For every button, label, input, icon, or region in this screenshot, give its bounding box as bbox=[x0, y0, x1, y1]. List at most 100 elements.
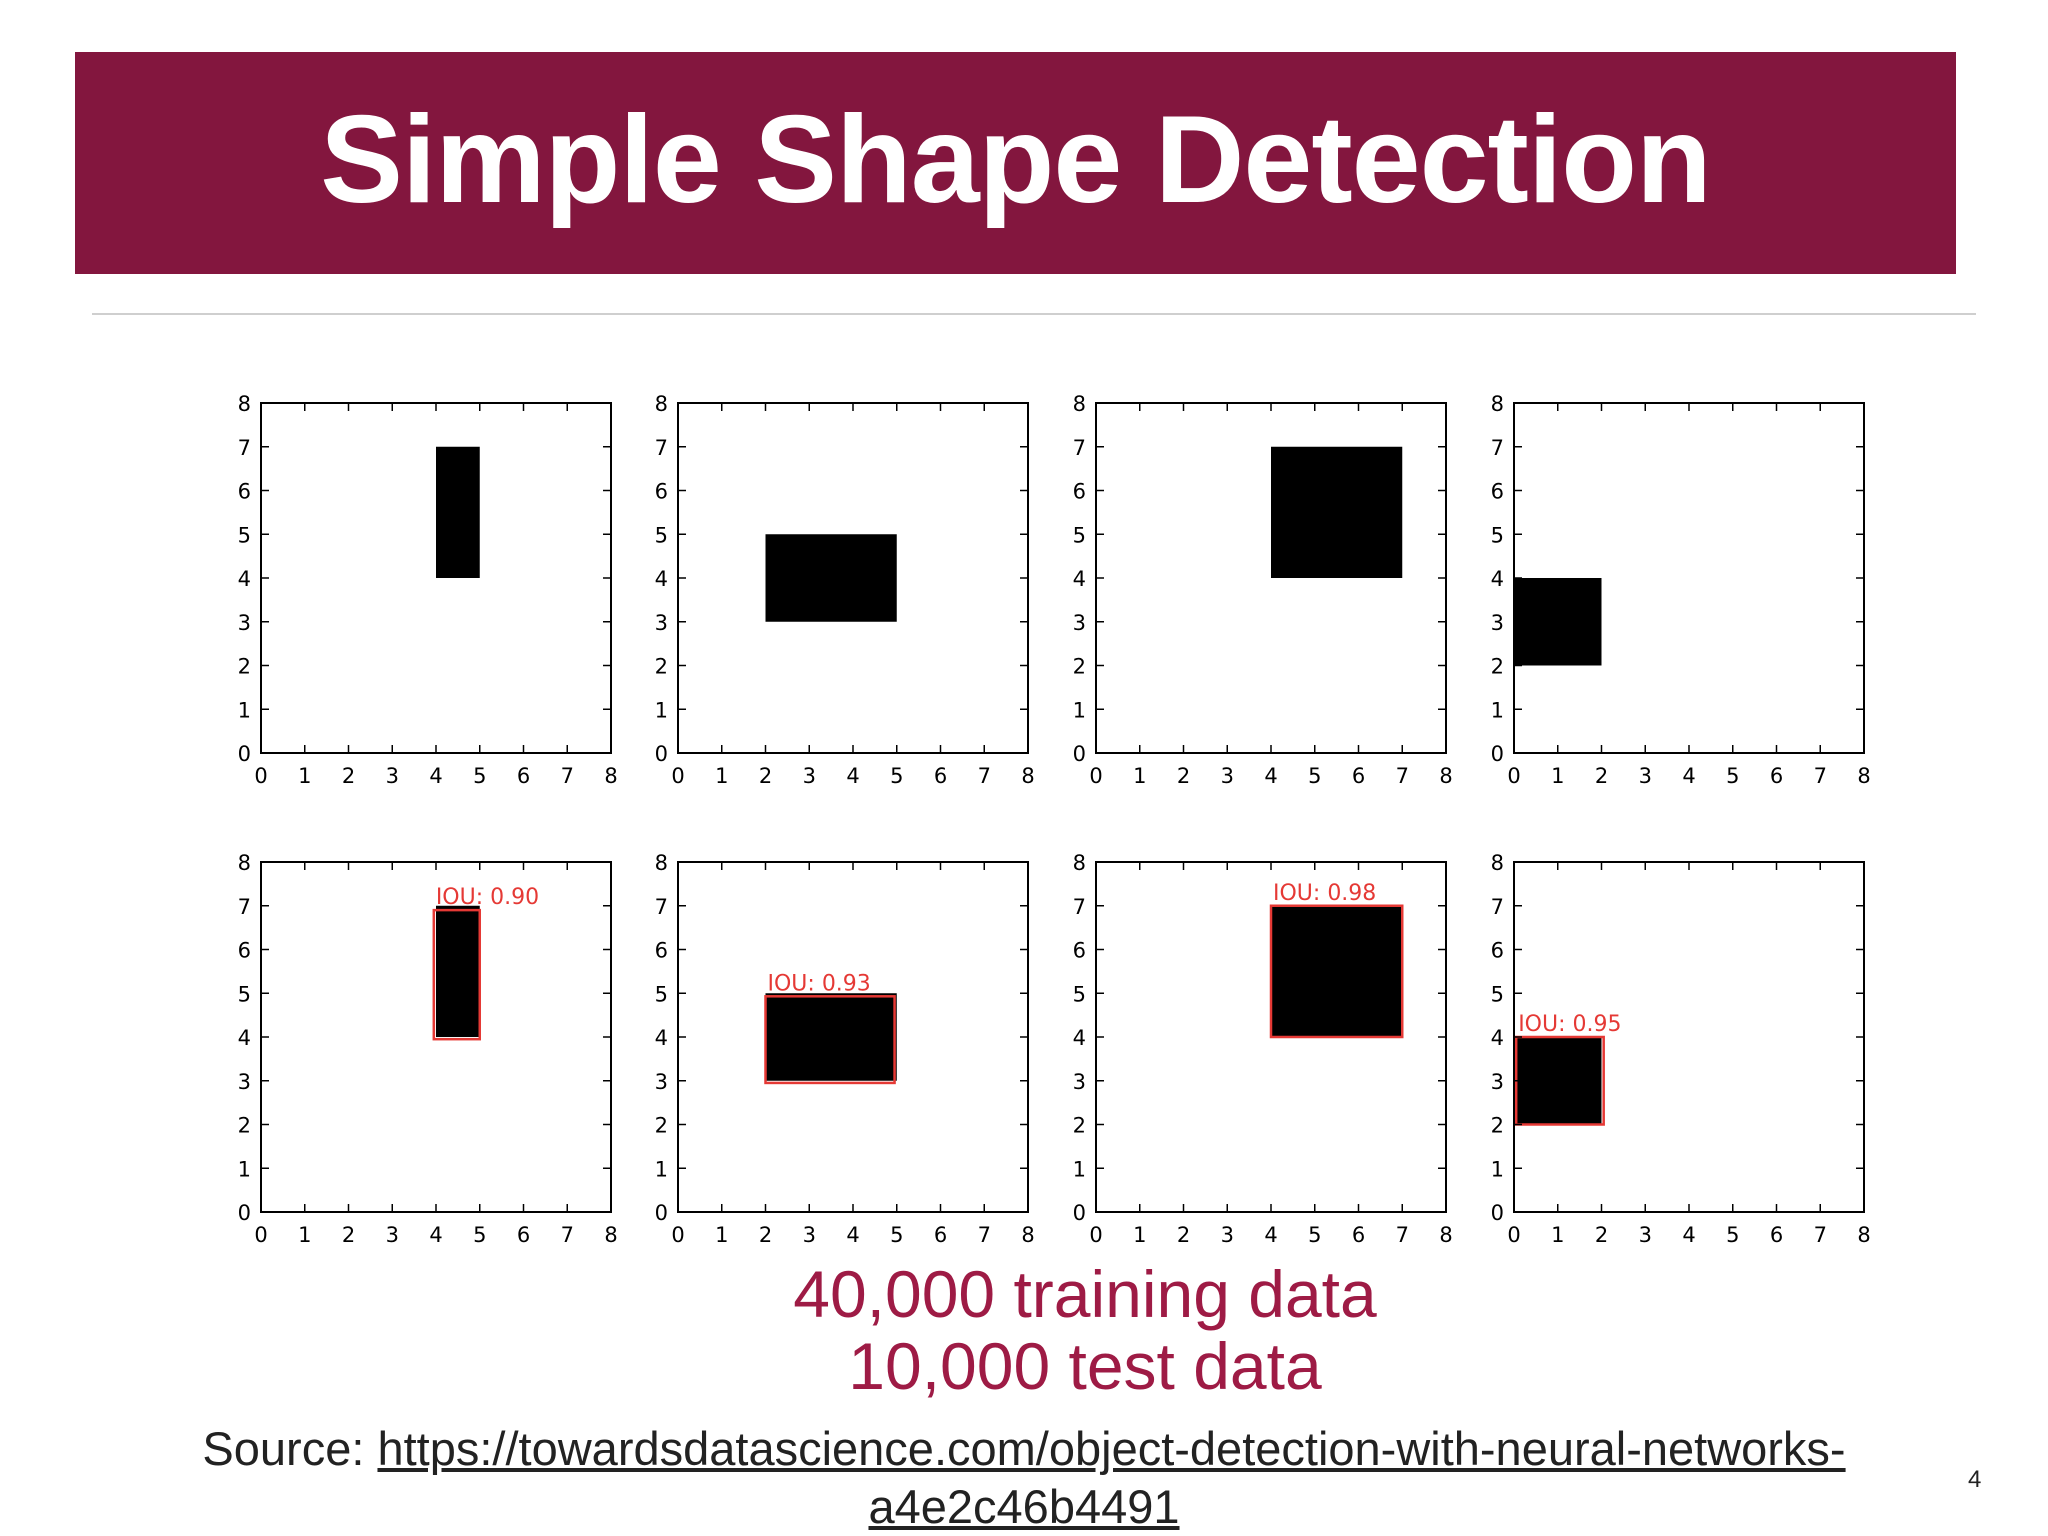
y-tick-label: 8 bbox=[1073, 851, 1086, 875]
x-tick-label: 5 bbox=[1308, 764, 1321, 788]
source-label: Source: bbox=[202, 1422, 378, 1475]
x-tick-label: 8 bbox=[1021, 1223, 1034, 1247]
y-tick-label: 7 bbox=[1073, 895, 1086, 919]
y-tick-label: 1 bbox=[655, 698, 668, 722]
y-tick-label: 4 bbox=[655, 1026, 668, 1050]
y-tick-label: 6 bbox=[238, 939, 251, 963]
y-tick-label: 4 bbox=[1491, 1026, 1504, 1050]
y-tick-label: 6 bbox=[1073, 939, 1086, 963]
y-tick-label: 2 bbox=[238, 1114, 251, 1138]
y-tick-label: 2 bbox=[655, 1114, 668, 1138]
title-divider bbox=[92, 313, 1976, 315]
y-tick-label: 6 bbox=[655, 480, 668, 504]
x-tick-label: 8 bbox=[1021, 764, 1034, 788]
x-tick-label: 2 bbox=[342, 764, 355, 788]
predicted-bbox bbox=[764, 995, 896, 1085]
plot-bottom-4: IOU: 0.95 00 1 1 2 2 3 3 4 4 5 5 6 6 7 7 8 8 bbox=[1491, 851, 1871, 1247]
y-tick-label: 0 bbox=[1073, 1201, 1086, 1225]
x-tick-label: 5 bbox=[890, 764, 903, 788]
plot-bottom-1: IOU: 0.90 00 1 1 2 2 3 3 4 4 5 5 6 6 7 7 8 8 bbox=[238, 851, 618, 1247]
x-tick-label: 2 bbox=[1595, 1223, 1608, 1247]
x-tick-label: 6 bbox=[1770, 1223, 1783, 1247]
y-tick-label: 8 bbox=[238, 392, 251, 416]
x-tick-label: 5 bbox=[1726, 764, 1739, 788]
y-tick-label: 5 bbox=[1073, 523, 1086, 547]
y-tick-label: 3 bbox=[238, 1070, 251, 1094]
y-tick-label: 2 bbox=[238, 655, 251, 679]
x-tick-label: 1 bbox=[715, 764, 728, 788]
y-tick-label: 4 bbox=[1491, 567, 1504, 591]
y-tick-label: 5 bbox=[655, 982, 668, 1006]
y-tick-label: 0 bbox=[1491, 742, 1504, 766]
shape-rectangle bbox=[765, 534, 897, 622]
y-tick-label: 0 bbox=[238, 1201, 251, 1225]
source-citation: Source: https://towardsdatascience.com/o… bbox=[0, 1420, 2048, 1536]
y-tick-label: 3 bbox=[1073, 611, 1086, 635]
y-tick-label: 1 bbox=[1073, 1157, 1086, 1181]
y-tick-label: 6 bbox=[1491, 480, 1504, 504]
y-tick-label: 7 bbox=[655, 895, 668, 919]
x-tick-label: 3 bbox=[1639, 1223, 1652, 1247]
y-tick-label: 0 bbox=[655, 742, 668, 766]
y-tick-label: 0 bbox=[1073, 742, 1086, 766]
predicted-bbox bbox=[432, 908, 481, 1041]
slide-title: Simple Shape Detection bbox=[320, 91, 1712, 229]
x-tick-label: 3 bbox=[386, 764, 399, 788]
x-tick-label: 0 bbox=[671, 764, 684, 788]
y-tick-label: 3 bbox=[238, 611, 251, 635]
y-tick-label: 1 bbox=[1491, 1157, 1504, 1181]
y-tick-label: 6 bbox=[238, 480, 251, 504]
x-tick-label: 8 bbox=[1857, 764, 1870, 788]
y-tick-label: 4 bbox=[1073, 567, 1086, 591]
y-tick-label: 8 bbox=[1073, 392, 1086, 416]
x-tick-label: 5 bbox=[1726, 1223, 1739, 1247]
y-tick-label: 6 bbox=[1491, 939, 1504, 963]
x-tick-label: 4 bbox=[429, 764, 442, 788]
y-tick-label: 1 bbox=[1073, 698, 1086, 722]
x-tick-label: 0 bbox=[1507, 764, 1520, 788]
x-tick-label: 1 bbox=[1551, 1223, 1564, 1247]
x-tick-label: 4 bbox=[1264, 1223, 1277, 1247]
source-link[interactable]: https://towardsdatascience.com/object-de… bbox=[377, 1422, 1846, 1475]
y-tick-label: 8 bbox=[655, 851, 668, 875]
y-tick-label: 8 bbox=[1491, 851, 1504, 875]
x-tick-label: 7 bbox=[561, 764, 574, 788]
shape-rectangle bbox=[436, 446, 480, 578]
plot-top-2: 00 1 1 2 2 3 3 4 4 5 5 6 6 7 7 8 8 bbox=[655, 392, 1035, 788]
x-tick-label: 2 bbox=[759, 1223, 772, 1247]
y-tick-label: 7 bbox=[238, 895, 251, 919]
y-tick-label: 3 bbox=[1491, 1070, 1504, 1094]
x-tick-label: 7 bbox=[1814, 764, 1827, 788]
x-tick-label: 0 bbox=[1089, 1223, 1102, 1247]
x-tick-label: 6 bbox=[934, 764, 947, 788]
shape-rectangle bbox=[1514, 1037, 1602, 1125]
x-tick-label: 3 bbox=[1639, 764, 1652, 788]
y-tick-label: 5 bbox=[1491, 523, 1504, 547]
x-tick-label: 8 bbox=[604, 764, 617, 788]
x-tick-label: 4 bbox=[846, 1223, 859, 1247]
x-tick-label: 1 bbox=[1133, 1223, 1146, 1247]
y-tick-label: 3 bbox=[1491, 611, 1504, 635]
y-tick-label: 2 bbox=[1491, 1114, 1504, 1138]
y-tick-label: 2 bbox=[1073, 655, 1086, 679]
x-tick-label: 6 bbox=[1352, 1223, 1365, 1247]
x-tick-label: 4 bbox=[846, 764, 859, 788]
x-tick-label: 5 bbox=[473, 1223, 486, 1247]
x-tick-label: 0 bbox=[254, 764, 267, 788]
shape-rectangle bbox=[1271, 446, 1403, 578]
y-tick-label: 0 bbox=[655, 1201, 668, 1225]
x-tick-label: 5 bbox=[1308, 1223, 1321, 1247]
shape-rectangle bbox=[765, 993, 897, 1081]
y-tick-label: 5 bbox=[238, 523, 251, 547]
x-tick-label: 1 bbox=[298, 1223, 311, 1247]
x-tick-label: 0 bbox=[254, 1223, 267, 1247]
plot-bottom-3: IOU: 0.98 00 1 1 2 2 3 3 4 4 5 5 6 6 7 7 8 8 bbox=[1073, 851, 1453, 1247]
y-tick-label: 2 bbox=[655, 655, 668, 679]
iou-label: IOU: 0.90 bbox=[436, 885, 539, 910]
x-tick-label: 0 bbox=[671, 1223, 684, 1247]
x-tick-label: 0 bbox=[1507, 1223, 1520, 1247]
source-link-continued[interactable]: a4e2c46b4491 bbox=[868, 1480, 1180, 1533]
caption-training: 40,000 training data bbox=[793, 1257, 1377, 1331]
x-tick-label: 4 bbox=[1264, 764, 1277, 788]
iou-label: IOU: 0.93 bbox=[768, 971, 871, 996]
